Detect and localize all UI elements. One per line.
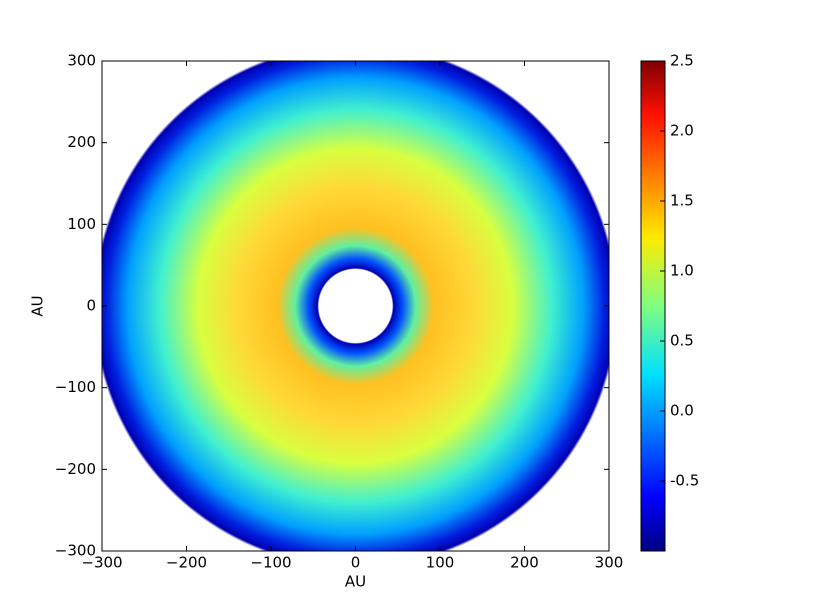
y-tick-label: 0 (86, 297, 96, 315)
x-tick-label: −300 (81, 554, 122, 572)
x-tick-label: 300 (595, 554, 624, 572)
x-tick-label: −200 (166, 554, 207, 572)
colorbar-tick-label: 1.0 (670, 262, 694, 280)
y-tick-label: −100 (55, 378, 96, 396)
colorbar-tick-label: -0.5 (670, 472, 699, 490)
y-tick-label: −200 (55, 460, 96, 478)
y-axis-label: AU (29, 295, 47, 316)
x-tick-label: 200 (510, 554, 539, 572)
colorbar-tick-label: 2.0 (670, 122, 694, 140)
y-tick-label: 300 (67, 52, 96, 70)
x-tick-label: −100 (250, 554, 291, 572)
colorbar-tick-label: 0.5 (670, 332, 694, 350)
x-tick-label: 100 (426, 554, 455, 572)
x-axis-label: AU (345, 573, 366, 591)
colorbar-tick-label: 0.0 (670, 402, 694, 420)
y-tick-label: −300 (55, 542, 96, 560)
heatmap-image (102, 61, 609, 551)
y-tick-label: 100 (67, 215, 96, 233)
y-tick-label: 200 (67, 133, 96, 151)
colorbar-tick-label: 2.5 (670, 52, 694, 70)
colorbar-tick-label: 1.5 (670, 192, 694, 210)
colorbar (640, 60, 666, 552)
x-tick-label: 0 (351, 554, 361, 572)
